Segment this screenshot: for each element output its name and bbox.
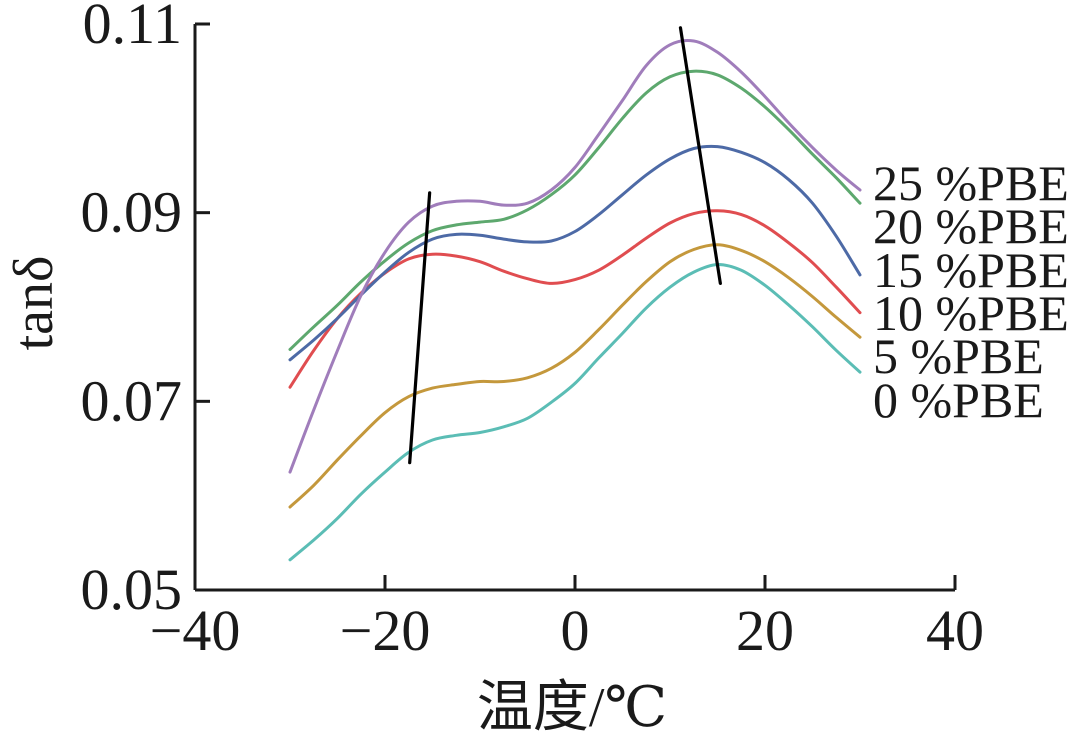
- trend-line-1: [408, 191, 432, 465]
- x-axis-label: 温度/℃: [477, 677, 667, 736]
- y-tick-label: 0.05: [81, 557, 183, 622]
- x-tick-label: −20: [340, 598, 431, 663]
- series-label-5-pbe: 5 %PBE: [873, 328, 1044, 384]
- series-line-5-pbe: [288, 243, 862, 509]
- series-line-20-pbe: [288, 69, 862, 351]
- series-line-15-pbe: [288, 144, 862, 362]
- series-line-25-pbe: [288, 38, 862, 474]
- series-label-25-pbe: 25 %PBE: [873, 155, 1069, 211]
- axes: −40 −20 0 20 40 0.05 0.07 0.09 0.11: [81, 0, 985, 663]
- series-label-20-pbe: 20 %PBE: [873, 198, 1069, 254]
- x-tick-label: 40: [926, 598, 984, 663]
- series-lines: [288, 38, 862, 562]
- y-tick-label: 0.09: [81, 180, 183, 245]
- y-tick-label: 0.07: [81, 368, 183, 433]
- y-axis-label: tanδ: [3, 256, 65, 351]
- series-label-10-pbe: 10 %PBE: [873, 285, 1069, 341]
- x-tick-label: 0: [561, 598, 590, 663]
- series-label-0-pbe: 0 %PBE: [873, 372, 1044, 428]
- trend-line-2: [678, 26, 722, 286]
- y-tick-label: 0.11: [83, 0, 182, 56]
- x-tick-label: −40: [150, 598, 241, 663]
- series-label-15-pbe: 15 %PBE: [873, 242, 1069, 298]
- trend-lines: [408, 26, 722, 465]
- series-line-0-pbe: [288, 262, 862, 562]
- series-line-10-pbe: [288, 209, 862, 389]
- x-tick-label: 20: [736, 598, 794, 663]
